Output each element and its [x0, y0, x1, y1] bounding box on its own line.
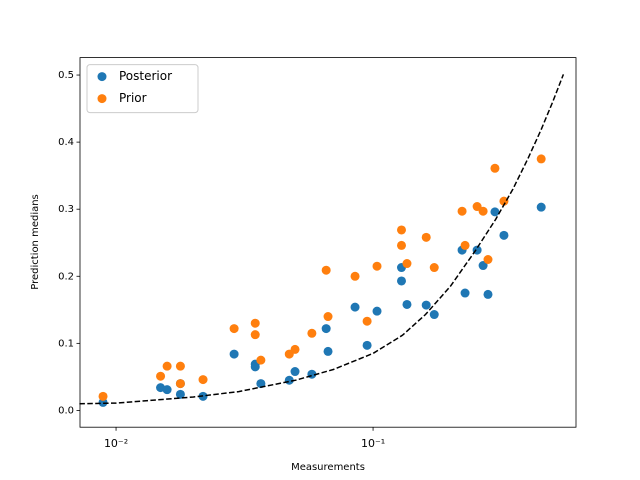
legend-marker	[97, 72, 107, 82]
point	[290, 367, 300, 377]
point	[98, 391, 108, 401]
point	[321, 265, 331, 275]
point	[372, 261, 382, 271]
y-axis-label: Prediction medians	[30, 194, 41, 290]
point	[362, 340, 372, 350]
y-tick-label: 0.2	[58, 271, 74, 282]
x-tick-label: 10⁻¹	[361, 437, 385, 450]
point	[350, 302, 360, 312]
point	[396, 225, 406, 235]
point	[229, 324, 239, 334]
point	[421, 232, 431, 242]
legend-marker	[97, 94, 107, 104]
y-tick-label: 0.0	[58, 405, 74, 416]
legend-label: Posterior	[119, 69, 172, 83]
point	[175, 361, 185, 371]
y-tick-label: 0.3	[58, 204, 74, 215]
point	[536, 154, 546, 164]
x-axis-label: Measurements	[291, 462, 365, 473]
point	[290, 344, 300, 354]
point	[429, 310, 439, 320]
point	[396, 276, 406, 286]
point	[256, 379, 266, 389]
point	[499, 230, 509, 240]
point	[350, 271, 360, 281]
y-tick-label: 0.4	[58, 137, 74, 148]
point	[499, 196, 509, 206]
point	[323, 312, 333, 322]
y-tick-label: 0.5	[58, 70, 74, 81]
point	[307, 328, 317, 338]
point	[478, 261, 488, 271]
point	[460, 288, 470, 298]
point	[362, 316, 372, 326]
point	[229, 349, 239, 359]
point	[478, 206, 488, 216]
point	[372, 306, 382, 316]
point	[321, 324, 331, 334]
point	[402, 259, 412, 269]
x-tick-label: 10⁻²	[104, 437, 128, 450]
point	[490, 207, 500, 217]
legend-box	[86, 64, 199, 114]
point	[396, 240, 406, 250]
point	[162, 361, 172, 371]
point	[490, 163, 500, 173]
point	[483, 255, 493, 265]
point	[250, 330, 260, 340]
point	[250, 362, 260, 372]
plot-frame	[79, 57, 577, 428]
point	[536, 202, 546, 212]
point	[323, 346, 333, 356]
point	[156, 371, 166, 381]
point	[421, 300, 431, 310]
point	[162, 385, 172, 395]
point	[460, 240, 470, 250]
fit-curve	[79, 74, 565, 405]
point	[429, 263, 439, 273]
point	[175, 389, 185, 399]
point	[198, 375, 208, 385]
point	[457, 206, 467, 216]
y-tick-label: 0.1	[58, 338, 74, 349]
legend-label: Prior	[119, 91, 147, 105]
point	[175, 379, 185, 389]
point	[256, 355, 266, 365]
point	[250, 318, 260, 328]
point	[402, 299, 412, 309]
point	[483, 289, 493, 299]
